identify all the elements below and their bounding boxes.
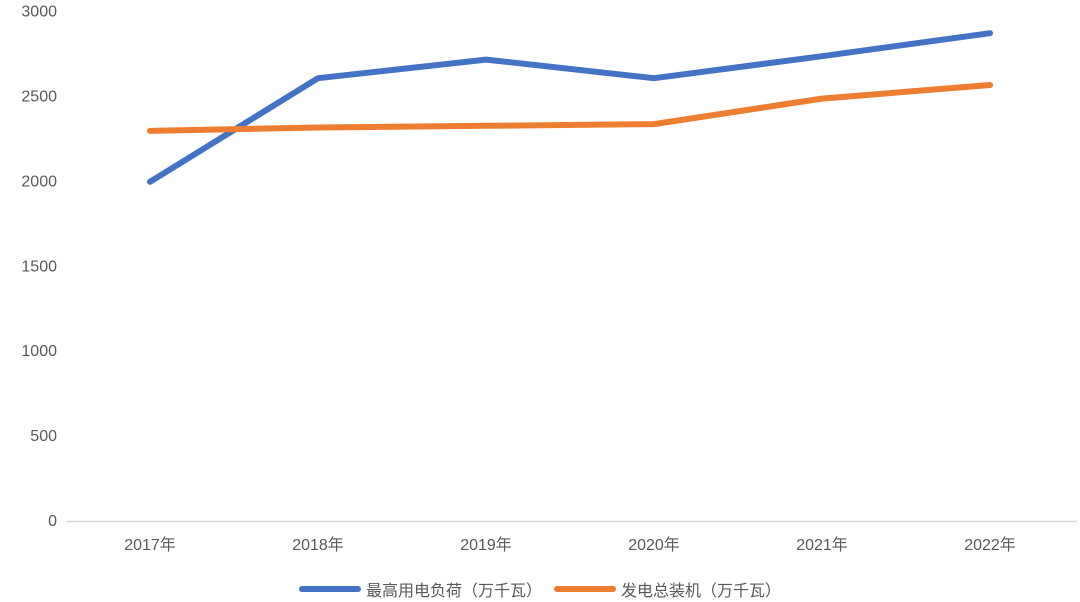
y-axis-tick-label: 1000 — [21, 343, 57, 360]
y-axis-tick-label: 3000 — [21, 4, 57, 21]
chart-legend: 最高用电负荷（万千瓦） 发电总装机（万千瓦） — [0, 577, 1080, 601]
legend-item-max-load: 最高用电负荷（万千瓦） — [298, 577, 542, 601]
y-axis-tick-label: 500 — [30, 428, 57, 445]
y-axis-tick-label: 1500 — [21, 258, 57, 275]
x-axis-category-label: 2020年 — [628, 536, 680, 554]
y-axis-tick-label: 2000 — [21, 173, 57, 190]
legend-label-max-load: 最高用电负荷（万千瓦） — [365, 583, 542, 600]
legend-swatch-installed-capacity — [554, 586, 616, 592]
legend-swatch-max-load — [298, 586, 361, 592]
line-chart-plot: 0 500 1000 1500 2000 2500 3000 2017年 2018年 2019年 2… — [21, 4, 1077, 554]
y-axis-tick-label: 2500 — [21, 88, 57, 105]
x-axis-category-label: 2021年 — [796, 536, 848, 554]
series-line-max-load — [147, 30, 993, 185]
y-axis-tick-label: 0 — [48, 513, 57, 530]
x-axis-category-label: 2022年 — [964, 536, 1016, 554]
legend-item-installed-capacity: 发电总装机（万千瓦） — [554, 577, 781, 601]
x-axis-category-label: 2018年 — [292, 536, 344, 554]
legend-label-installed-capacity: 发电总装机（万千瓦） — [621, 583, 782, 600]
x-axis-category-label: 2019年 — [460, 536, 512, 554]
x-axis-category-label: 2017年 — [124, 536, 176, 554]
series-line-installed-capacity — [147, 82, 993, 134]
